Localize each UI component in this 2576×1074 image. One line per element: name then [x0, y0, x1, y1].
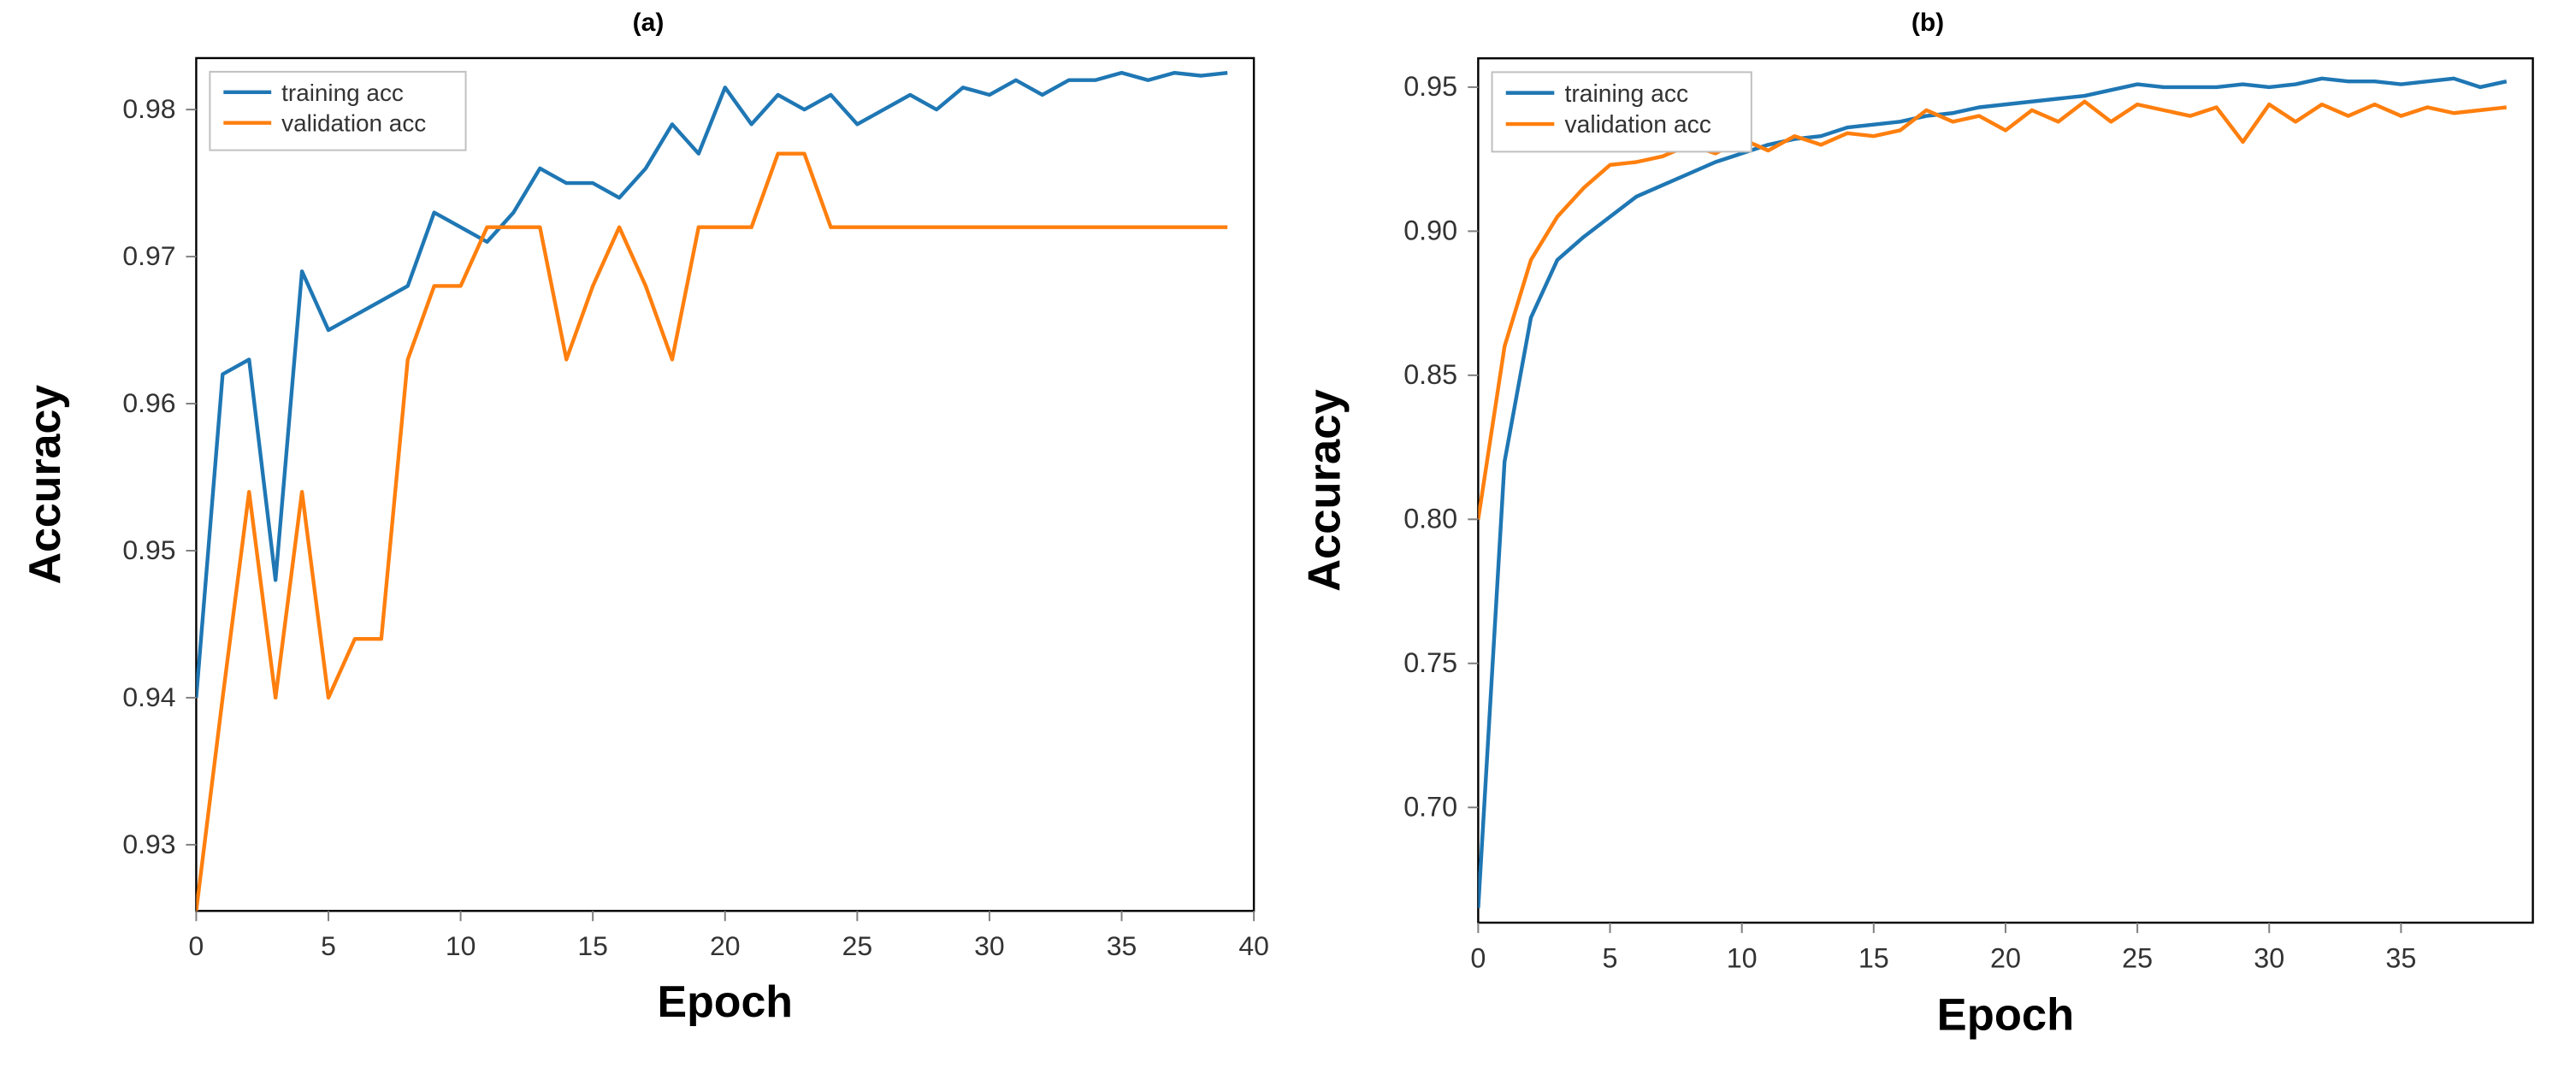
svg-text:15: 15: [1858, 943, 1889, 974]
svg-text:0: 0: [1470, 943, 1486, 974]
svg-text:10: 10: [1727, 943, 1758, 974]
panel-a-title: (a): [633, 9, 665, 38]
svg-text:training acc: training acc: [1564, 80, 1688, 107]
svg-text:35: 35: [2385, 943, 2416, 974]
svg-text:25: 25: [842, 930, 873, 961]
svg-text:0.85: 0.85: [1403, 359, 1457, 390]
svg-text:0.75: 0.75: [1403, 647, 1457, 678]
svg-text:0.80: 0.80: [1403, 503, 1457, 534]
svg-text:30: 30: [974, 930, 1005, 961]
chart-a: 0 5 10 15 20 25 30 35 40 0.93 0.94 0.95 0.96 0.97 0.98…: [9, 41, 1288, 1052]
svg-text:0.96: 0.96: [122, 387, 175, 418]
svg-text:10: 10: [446, 930, 476, 961]
svg-text:0.98: 0.98: [122, 93, 175, 124]
svg-text:25: 25: [2122, 943, 2153, 974]
svg-text:0.93: 0.93: [122, 829, 175, 859]
svg-text:Accuracy: Accuracy: [1300, 389, 1350, 592]
svg-text:0.90: 0.90: [1403, 215, 1457, 245]
svg-text:Accuracy: Accuracy: [20, 385, 69, 585]
figure-row: (a) 0 5 10 15 20 25 30 35 40 0.93 0.94 0.95 0.96 0.97…: [9, 9, 2567, 1065]
svg-text:0.97: 0.97: [122, 240, 175, 271]
svg-text:0.94: 0.94: [122, 682, 175, 712]
svg-text:20: 20: [1990, 943, 2021, 974]
svg-text:40: 40: [1238, 930, 1269, 961]
panel-b: (b) 0 5 10 15 20 25 30 35 0.70 0.75 0.80 0.85 0.90 0.…: [1288, 9, 2567, 1065]
svg-text:0: 0: [189, 930, 204, 961]
svg-text:validation acc: validation acc: [1564, 110, 1710, 138]
chart-b: 0 5 10 15 20 25 30 35 0.70 0.75 0.80 0.85 0.90 0.95 Ep…: [1288, 41, 2567, 1065]
svg-text:training acc: training acc: [281, 80, 404, 106]
svg-text:5: 5: [1603, 943, 1618, 974]
svg-text:0.95: 0.95: [1403, 71, 1457, 102]
panel-b-title: (b): [1911, 9, 1944, 38]
svg-text:0.70: 0.70: [1403, 791, 1457, 822]
svg-text:5: 5: [321, 930, 336, 961]
svg-text:35: 35: [1107, 930, 1137, 961]
svg-text:Epoch: Epoch: [658, 977, 793, 1026]
panel-a: (a) 0 5 10 15 20 25 30 35 40 0.93 0.94 0.95 0.96 0.97…: [9, 9, 1288, 1065]
svg-text:30: 30: [2254, 943, 2284, 974]
svg-text:Epoch: Epoch: [1937, 989, 2075, 1040]
svg-text:0.95: 0.95: [122, 534, 175, 565]
svg-text:validation acc: validation acc: [281, 110, 426, 137]
svg-text:15: 15: [577, 930, 608, 961]
svg-text:20: 20: [710, 930, 741, 961]
